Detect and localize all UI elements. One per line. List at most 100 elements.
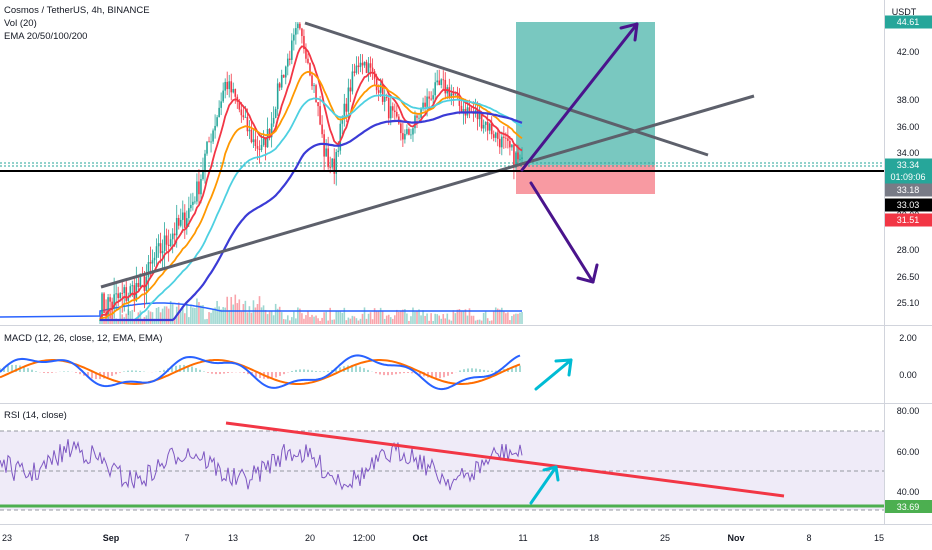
- macd-histogram-bar: [303, 369, 305, 372]
- volume-bar: [369, 312, 372, 324]
- volume-bar: [125, 313, 128, 324]
- lower-trendline[interactable]: [100, 94, 755, 289]
- volume-bar: [337, 311, 340, 324]
- volume-bar: [208, 312, 210, 324]
- candle-body: [125, 287, 128, 301]
- candle-body: [440, 79, 443, 85]
- candle-body: [149, 262, 152, 264]
- upper-trendline[interactable]: [304, 21, 709, 157]
- candle-body: [218, 107, 220, 118]
- macd-histogram-bar: [11, 364, 13, 372]
- volume-bar: [345, 320, 348, 324]
- volume-bar: [280, 312, 283, 324]
- macd-histogram-bar: [487, 370, 489, 372]
- candle-body: [480, 113, 483, 129]
- macd-histogram-bar: [403, 372, 405, 374]
- volume-bar: [355, 318, 358, 324]
- volume-bar: [507, 312, 509, 324]
- macd-histogram-bar: [67, 371, 69, 372]
- volume-bar: [133, 320, 136, 324]
- macd-histogram-bar: [103, 372, 105, 379]
- macd-arrow[interactable]: [534, 358, 573, 391]
- arrow-up-target[interactable]: [520, 22, 639, 172]
- candle-body: [214, 125, 216, 131]
- reward-zone[interactable]: [516, 22, 655, 165]
- volume-bar: [248, 306, 251, 324]
- candle-body: [404, 133, 406, 140]
- macd-histogram-bar: [231, 372, 233, 373]
- rsi-label: RSI (14, close): [4, 410, 67, 421]
- volume-bar: [315, 315, 317, 324]
- macd-histogram-bar: [123, 371, 125, 372]
- volume-bar: [188, 317, 190, 324]
- price-badge-label: 31.51: [897, 215, 920, 225]
- candle-body: [339, 123, 342, 151]
- volume-bar: [432, 320, 434, 324]
- candle-body: [345, 103, 348, 112]
- macd-histogram-bar: [107, 372, 109, 378]
- macd-histogram-bar: [211, 372, 213, 374]
- volume-bar: [274, 303, 277, 324]
- candle-body: [270, 123, 273, 138]
- macd-histogram-bar: [203, 371, 205, 372]
- risk-zone[interactable]: [516, 165, 655, 194]
- candle-body: [163, 235, 166, 251]
- candle-body: [513, 144, 515, 168]
- candle-body: [107, 297, 109, 316]
- price-badge: [885, 213, 932, 227]
- volume-bar: [286, 315, 289, 324]
- candle-body: [359, 62, 362, 68]
- macd-histogram-bar: [79, 372, 81, 375]
- candle-body: [436, 80, 438, 83]
- volume-bar: [430, 313, 432, 324]
- macd-histogram-bar: [175, 365, 177, 372]
- volume-bar: [404, 309, 406, 324]
- candle-body: [335, 152, 338, 174]
- macd-histogram-bar: [15, 364, 17, 372]
- candle-body: [492, 134, 495, 138]
- candle-body: [505, 137, 507, 139]
- macd-histogram-bar: [363, 368, 365, 372]
- time-tick-label: 18: [589, 533, 599, 543]
- volume-bar: [361, 313, 364, 324]
- volume-bar: [222, 307, 224, 324]
- candle-body: [432, 95, 434, 100]
- candle-body: [343, 103, 346, 119]
- candle-body: [363, 61, 366, 66]
- candle-body: [484, 121, 487, 125]
- macd-histogram-bar: [439, 372, 441, 379]
- candle-body: [155, 246, 158, 258]
- volume-bar: [244, 300, 247, 324]
- volume-bar: [367, 313, 370, 324]
- volume-bar: [391, 318, 394, 324]
- candle-body: [133, 285, 136, 301]
- candle-body: [410, 134, 412, 136]
- candle-body: [264, 138, 267, 148]
- volume-bar: [476, 319, 479, 324]
- candle-body: [371, 67, 374, 72]
- volume-bar: [151, 312, 154, 324]
- candle-body: [444, 79, 447, 94]
- candle-body: [161, 250, 164, 254]
- candle-body: [159, 243, 162, 254]
- rsi-trendline[interactable]: [225, 421, 785, 498]
- candle-body: [216, 117, 218, 126]
- volume-bar: [250, 312, 253, 324]
- candle-body: [494, 132, 497, 138]
- volume-bar: [190, 306, 192, 324]
- arrow-down-target[interactable]: [529, 181, 595, 284]
- volume-bar: [511, 315, 513, 324]
- macd-histogram-bar: [327, 370, 329, 372]
- candle-body: [293, 34, 295, 41]
- rsi-arrow[interactable]: [529, 465, 558, 505]
- candle-body: [153, 257, 156, 261]
- candle-body: [303, 36, 305, 50]
- volume-bar: [234, 294, 237, 324]
- candle-body: [452, 93, 455, 96]
- rsi-panel: [0, 439, 523, 491]
- macd-histogram-bar: [335, 368, 337, 372]
- time-tick-label: 23: [2, 533, 12, 543]
- candle-body: [137, 283, 140, 287]
- candle-body: [355, 65, 358, 73]
